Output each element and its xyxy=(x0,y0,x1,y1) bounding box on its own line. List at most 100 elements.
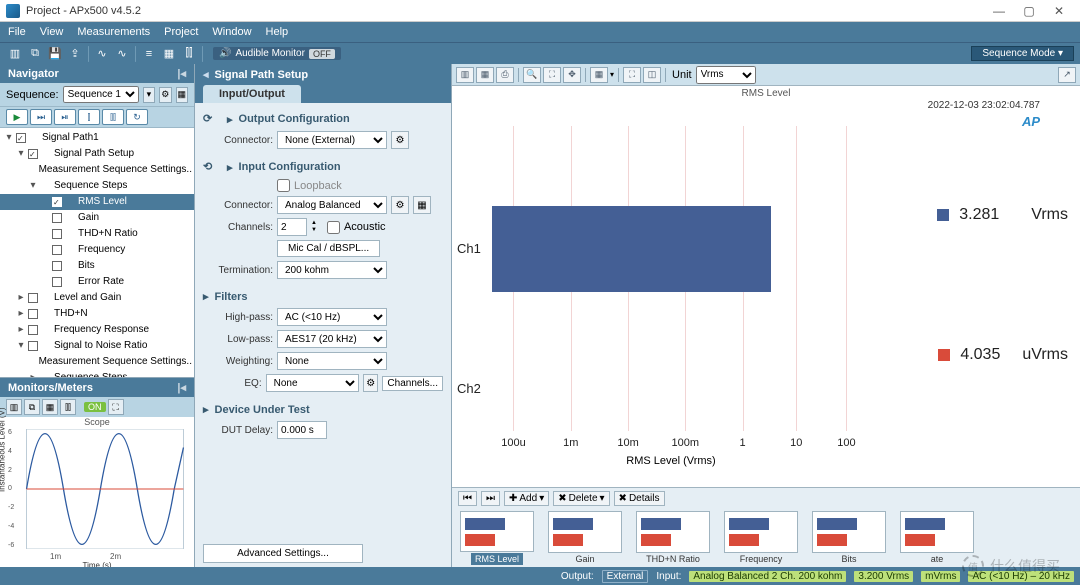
eq-select[interactable]: None xyxy=(266,374,359,392)
thumbnail[interactable]: THD+N Ratio xyxy=(634,511,712,565)
menu-help[interactable]: Help xyxy=(266,26,289,38)
menu-window[interactable]: Window xyxy=(212,26,251,38)
sequence-label: Sequence: xyxy=(6,89,59,101)
tree-node[interactable]: Bits xyxy=(0,258,194,274)
menu-file[interactable]: File xyxy=(8,26,26,38)
tree-node[interactable]: ▸Level and Gain xyxy=(0,290,194,306)
seq-add-icon[interactable]: ▾ xyxy=(143,87,155,103)
list-icon[interactable]: ≡ xyxy=(140,46,158,62)
scope-on-badge[interactable]: ON xyxy=(84,402,106,412)
mic-cal-button[interactable]: Mic Cal / dBSPL... xyxy=(277,240,380,257)
in-connector-select[interactable]: Analog Balanced xyxy=(277,196,387,214)
mon-btn3[interactable]: ▦ xyxy=(42,399,58,415)
ct-print-icon[interactable]: ⎙ xyxy=(496,67,514,83)
thumb-prev-icon[interactable]: ⏮ xyxy=(458,491,477,506)
play-button[interactable]: ▶ xyxy=(6,109,28,125)
ct-fit-icon[interactable]: ⛶ xyxy=(543,67,561,83)
tree-node[interactable]: THD+N Ratio xyxy=(0,226,194,242)
acoustic-checkbox[interactable] xyxy=(327,221,340,234)
tree-node[interactable]: Measurement Sequence Settings.. xyxy=(0,162,194,178)
tab-input-output[interactable]: Input/Output xyxy=(203,85,301,103)
bar-icon[interactable]: ⫿⫿ xyxy=(180,46,198,62)
ct-expand-icon[interactable]: ⛶ xyxy=(623,67,641,83)
mon-btn4[interactable]: ⫿⫿ xyxy=(60,399,76,415)
new-icon[interactable]: ▥ xyxy=(6,46,24,62)
menu-measurements[interactable]: Measurements xyxy=(77,26,150,38)
close-button[interactable]: ✕ xyxy=(1044,4,1074,18)
tree-node[interactable]: ▸Frequency Response xyxy=(0,322,194,338)
channels-input[interactable] xyxy=(277,218,307,236)
tree-node[interactable]: Gain xyxy=(0,210,194,226)
grid-icon[interactable]: ▦ xyxy=(160,46,178,62)
channels-button[interactable]: Channels... xyxy=(382,376,443,391)
export-icon[interactable]: ⇪ xyxy=(66,46,84,62)
maximize-button[interactable]: ▢ xyxy=(1014,4,1044,18)
ct-ruler-icon[interactable]: ◫ xyxy=(643,67,661,83)
tree-node[interactable]: ▾Signal Path1 xyxy=(0,130,194,146)
weighting-select[interactable]: None xyxy=(277,352,387,370)
thumb-add-button[interactable]: ✚ Add ▾ xyxy=(504,491,549,506)
thumbnail[interactable]: Frequency xyxy=(722,511,800,565)
out-connector-label: Connector: xyxy=(203,135,273,146)
thumbnail[interactable]: Gain xyxy=(546,511,624,565)
loop-icon[interactable]: ↻ xyxy=(126,109,148,125)
tree-node[interactable]: ▸THD+N xyxy=(0,306,194,322)
advanced-settings-button[interactable]: Advanced Settings... xyxy=(203,544,363,563)
mon-btn2[interactable]: ⧉ xyxy=(24,399,40,415)
eq-cfg-icon[interactable]: ⚙ xyxy=(363,374,378,392)
thumb-next-icon[interactable]: ⏭ xyxy=(481,491,500,506)
wave-icon[interactable]: ∿ xyxy=(93,46,111,62)
tree-node[interactable]: Frequency xyxy=(0,242,194,258)
step-button[interactable]: ⏭ xyxy=(30,109,52,125)
tree-node[interactable]: Error Rate xyxy=(0,274,194,290)
ct-popout-icon[interactable]: ↗ xyxy=(1058,67,1076,83)
in-cfg2-icon[interactable]: ▦ xyxy=(413,196,431,214)
mon-btn1[interactable]: ▥ xyxy=(6,399,22,415)
menu-project[interactable]: Project xyxy=(164,26,198,38)
tree-node[interactable]: Measurement Sequence Settings.. xyxy=(0,354,194,370)
thumbnail[interactable]: RMS Level xyxy=(458,511,536,565)
out-cfg-icon[interactable]: ⚙ xyxy=(391,131,409,149)
open-icon[interactable]: ⧉ xyxy=(26,46,44,62)
loopback-checkbox[interactable] xyxy=(277,179,290,192)
scope-plot: Scope Instantaneous Level (V) 6420-2-4-6… xyxy=(0,417,194,567)
ct-btn1[interactable]: ▥ xyxy=(456,67,474,83)
audible-monitor[interactable]: 🔊 Audible Monitor OFF xyxy=(213,47,341,60)
thumbnail[interactable]: Bits xyxy=(810,511,888,565)
tree-node[interactable]: RMS Level xyxy=(0,194,194,210)
thumb-delete-button[interactable]: ✖ Delete ▾ xyxy=(553,491,609,506)
tree-node[interactable]: ▾Signal Path Setup xyxy=(0,146,194,162)
status-input-label: Input: xyxy=(656,571,681,582)
seq-cfg-icon[interactable]: ⚙ xyxy=(159,87,171,103)
dut-delay-input[interactable] xyxy=(277,421,327,439)
sequence-mode-dropdown[interactable]: Sequence Mode ▾ xyxy=(971,46,1074,61)
unit-select[interactable]: Vrms xyxy=(696,66,756,84)
ct-grid-icon[interactable]: ▦ xyxy=(590,67,608,83)
termination-select[interactable]: 200 kohm xyxy=(277,261,387,279)
wave2-icon[interactable]: ∿ xyxy=(113,46,131,62)
sequence-select[interactable]: Sequence 1 xyxy=(63,86,139,103)
thumbnail[interactable]: ate xyxy=(898,511,976,565)
seq-more-icon[interactable]: ▦ xyxy=(176,87,188,103)
minimize-button[interactable]: — xyxy=(984,4,1014,18)
ct-btn2[interactable]: ▦ xyxy=(476,67,494,83)
bar1-icon[interactable]: ⫿ xyxy=(78,109,100,125)
hp-select[interactable]: AC (<10 Hz) xyxy=(277,308,387,326)
ct-zoom-icon[interactable]: 🔍 xyxy=(523,67,541,83)
scope-xt1: 1m xyxy=(50,552,61,561)
in-cfg-icon[interactable]: ⚙ xyxy=(391,196,409,214)
lp-select[interactable]: AES17 (20 kHz) xyxy=(277,330,387,348)
mon-expand-icon[interactable]: ⛶ xyxy=(108,399,124,415)
tree-node[interactable]: ▸Sequence Steps xyxy=(0,370,194,377)
thumb-details-button[interactable]: ✖ Details xyxy=(614,491,665,506)
navigator-tree[interactable]: ▾Signal Path1▾Signal Path SetupMeasureme… xyxy=(0,128,194,377)
menu-view[interactable]: View xyxy=(40,26,64,38)
step2-button[interactable]: ⏯ xyxy=(54,109,76,125)
tree-node[interactable]: ▾Signal to Noise Ratio xyxy=(0,338,194,354)
ct-pan-icon[interactable]: ✥ xyxy=(563,67,581,83)
out-connector-select[interactable]: None (External) xyxy=(277,131,387,149)
back-icon[interactable]: ◂ xyxy=(203,68,209,81)
save-icon[interactable]: 💾 xyxy=(46,46,64,62)
tree-node[interactable]: ▾Sequence Steps xyxy=(0,178,194,194)
bar2-icon[interactable]: ⫿⫿ xyxy=(102,109,124,125)
